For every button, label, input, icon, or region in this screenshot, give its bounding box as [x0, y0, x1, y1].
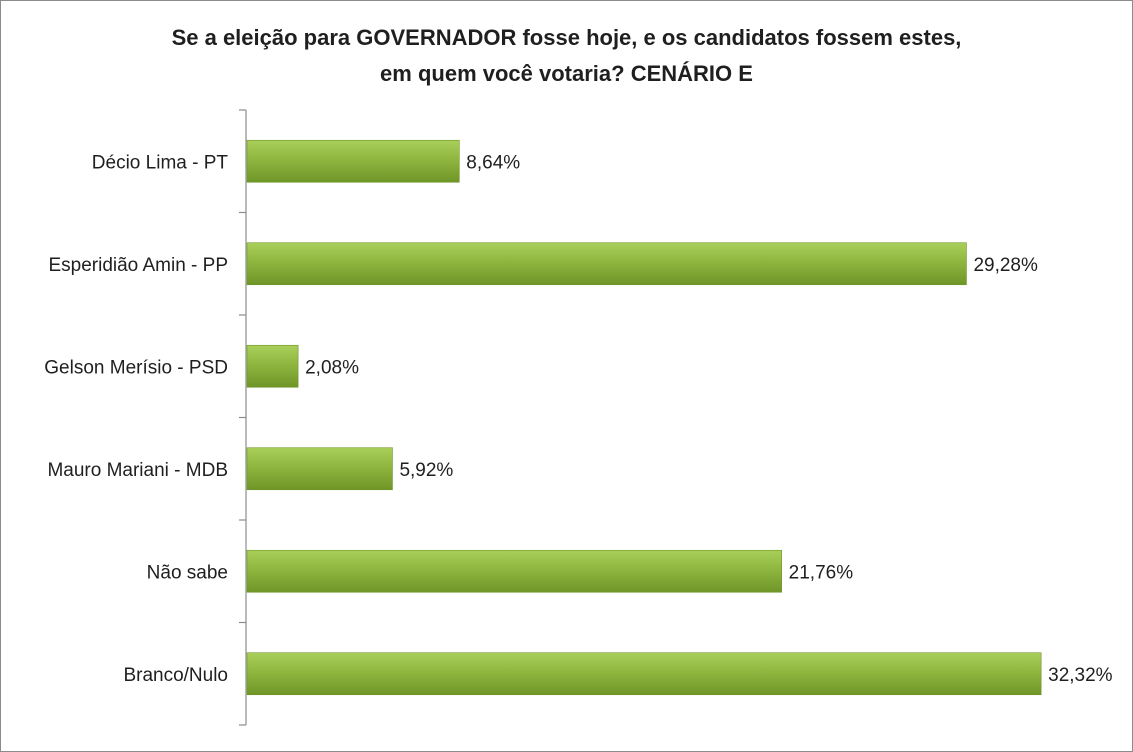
category-label: Branco/Nulo	[123, 665, 228, 686]
bar	[246, 652, 1042, 696]
value-label: 29,28%	[973, 255, 1038, 276]
chart-title-line-2: em quem você votaria? CENÁRIO E	[380, 61, 753, 86]
bar	[246, 139, 460, 183]
category-label: Mauro Mariani - MDB	[47, 460, 228, 481]
bar	[246, 242, 967, 286]
bar	[246, 549, 782, 593]
value-label: 8,64%	[466, 152, 520, 173]
value-label: 5,92%	[399, 460, 453, 481]
category-label: Não sabe	[147, 562, 228, 583]
value-label: 2,08%	[305, 357, 359, 378]
category-label: Gelson Merísio - PSD	[44, 357, 228, 378]
value-label: 32,32%	[1048, 665, 1113, 686]
category-label: Décio Lima - PT	[92, 152, 229, 173]
bar	[246, 344, 299, 388]
chart-title-line-1: Se a eleição para GOVERNADOR fosse hoje,…	[171, 25, 962, 50]
category-label: Esperidião Amin - PP	[48, 255, 228, 276]
bar	[246, 447, 393, 491]
chart-title: Se a eleição para GOVERNADOR fosse hoje,…	[0, 20, 1133, 92]
value-label: 21,76%	[789, 562, 854, 583]
